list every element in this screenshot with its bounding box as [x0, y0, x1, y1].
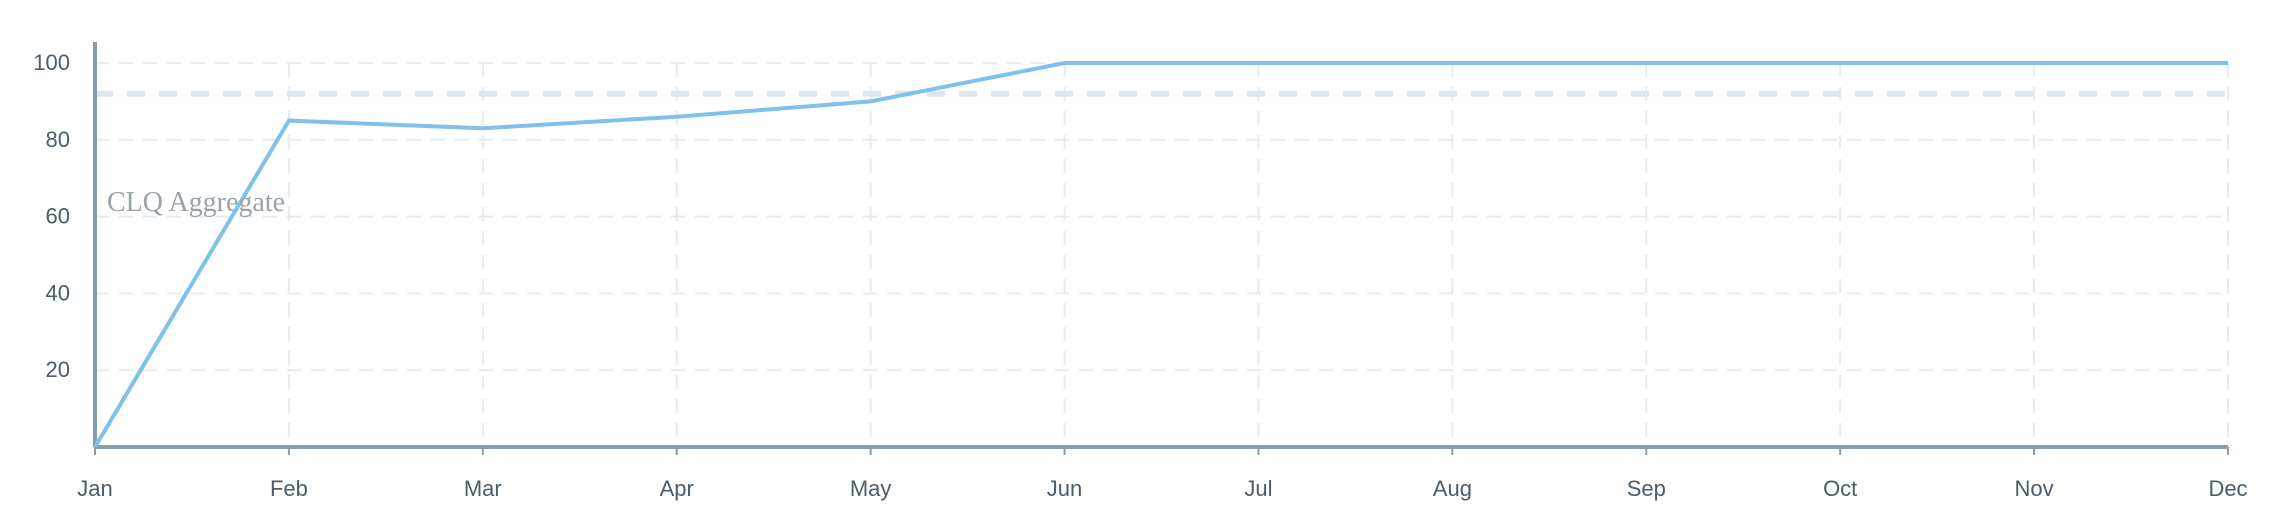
axis-layer	[93, 42, 2229, 455]
y-tick-label: 100	[33, 50, 70, 75]
x-tick-label: Apr	[660, 476, 694, 501]
x-tick-label: Feb	[270, 476, 308, 501]
x-tick-label: Oct	[1823, 476, 1857, 501]
x-tick-label: Dec	[2208, 476, 2247, 501]
y-tick-label: 40	[46, 280, 70, 305]
series-line	[93, 61, 2228, 449]
x-tick-label: Jul	[1244, 476, 1272, 501]
series-label: CLQ Aggregate	[107, 187, 285, 218]
x-tick-label: Jan	[77, 476, 112, 501]
x-tick-label: Mar	[464, 476, 502, 501]
x-tick-label: Jun	[1047, 476, 1082, 501]
x-tick-label: Aug	[1433, 476, 1472, 501]
x-tick-label: Sep	[1627, 476, 1666, 501]
y-tick-label: 80	[46, 127, 70, 152]
grid-layer	[94, 62, 2229, 447]
series-layer	[93, 61, 2228, 449]
y-tick-label: 20	[46, 357, 70, 382]
tick-layer: 20 40 60 80 100 Jan Feb Mar Apr May Jun Jul Aug Sep Oc…	[33, 50, 2247, 501]
y-tick-label: 60	[46, 204, 70, 229]
x-tick-label: May	[850, 476, 892, 501]
x-tick-label: Nov	[2015, 476, 2054, 501]
